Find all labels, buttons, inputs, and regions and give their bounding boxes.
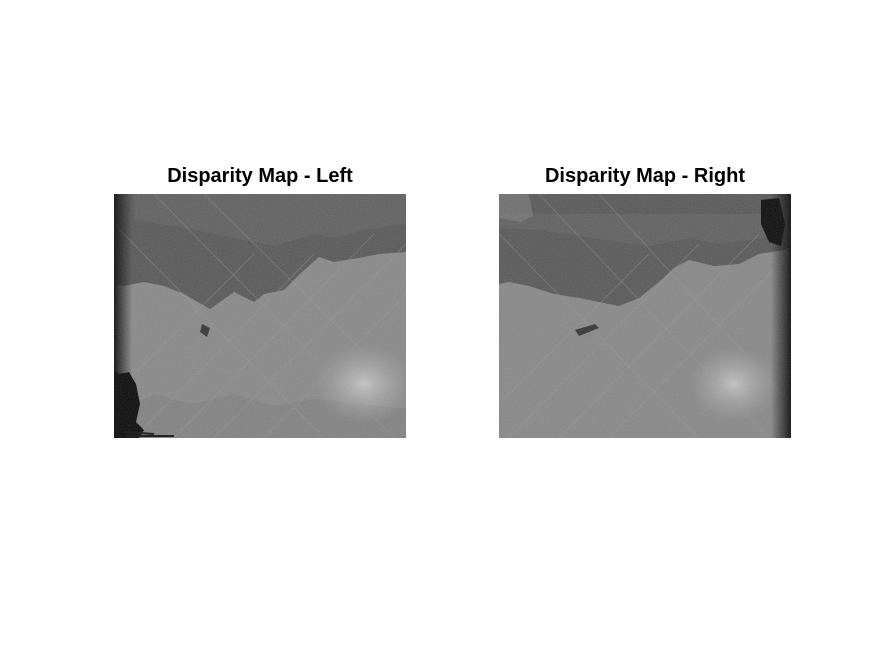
left-disparity-image [114,194,406,438]
right-panel-title: Disparity Map - Right [544,165,745,187]
right-texture-overlay [499,194,791,438]
right-disparity-image [499,194,791,438]
left-texture-overlay [114,194,406,438]
left-panel-title: Disparity Map - Left [167,165,353,187]
